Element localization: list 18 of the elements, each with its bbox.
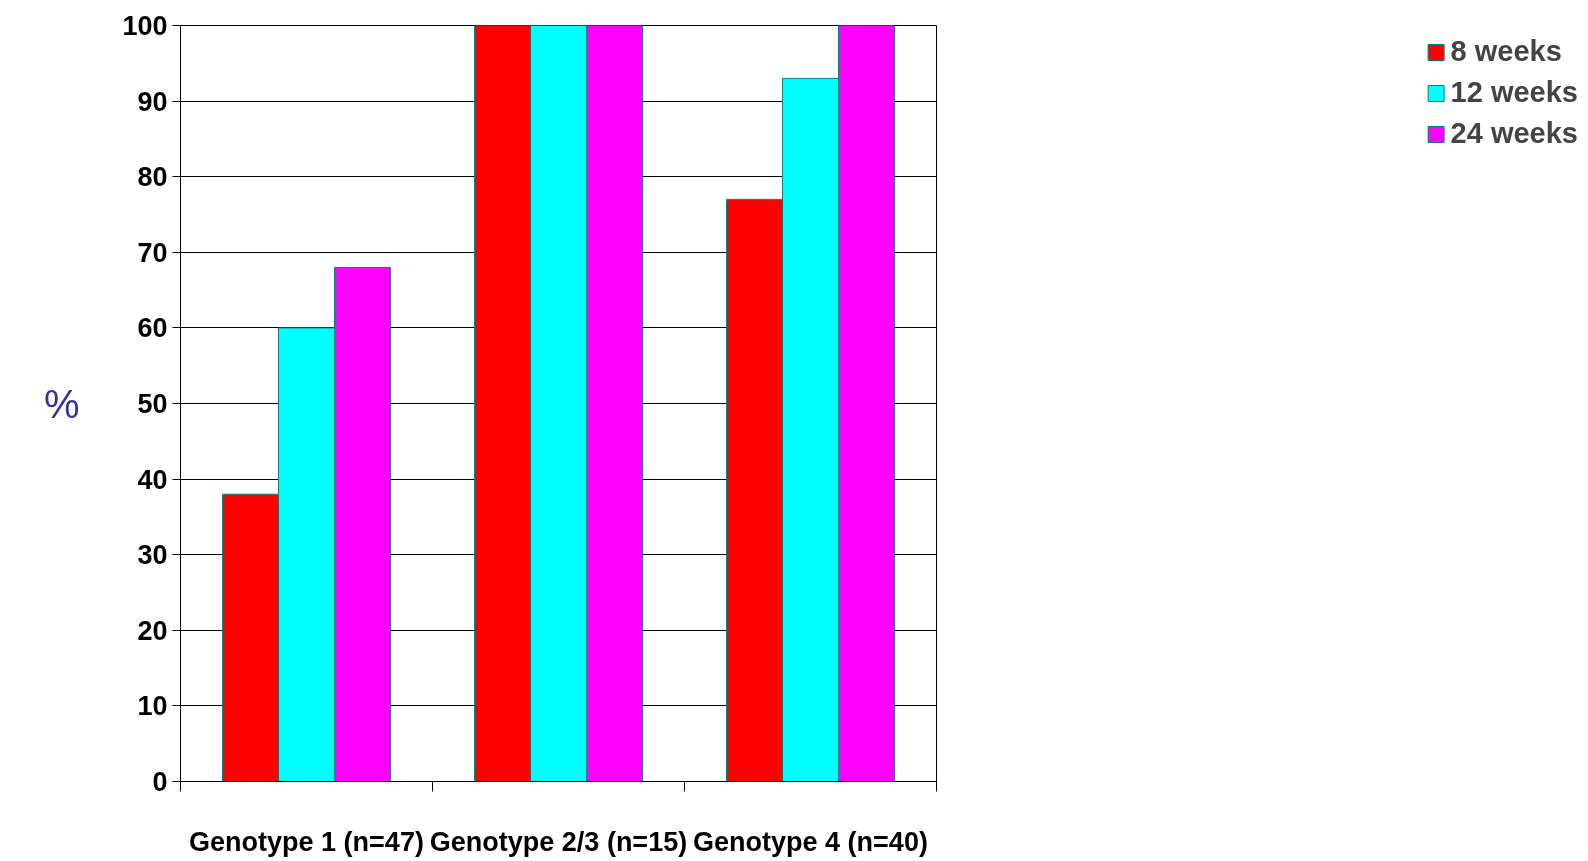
- y-tick-label: 90: [137, 86, 168, 117]
- y-tick-label: 0: [152, 767, 168, 797]
- y-tick-label: 30: [137, 540, 168, 571]
- x-tick-label: Genotype 1 (n=47): [189, 826, 424, 857]
- x-tick-label: Genotype 4 (n=40): [693, 826, 928, 857]
- y-tick-label: 20: [137, 615, 168, 646]
- y-tick-label: 40: [137, 464, 168, 495]
- y-axis-title: %: [43, 381, 80, 426]
- legend-label: 8 weeks: [1450, 35, 1562, 68]
- y-tick-label: 60: [137, 313, 168, 344]
- y-tick-label: 10: [137, 691, 168, 722]
- y-tick-label: 70: [137, 237, 168, 268]
- x-tick-label: Genotype 2/3 (n=15): [429, 826, 688, 857]
- legend-label: 24 weeks: [1450, 117, 1578, 150]
- legend-label: 12 weeks: [1450, 76, 1578, 109]
- y-tick-label: 80: [137, 162, 168, 193]
- y-tick-label: 100: [122, 11, 168, 41]
- y-tick-label: 50: [137, 389, 168, 419]
